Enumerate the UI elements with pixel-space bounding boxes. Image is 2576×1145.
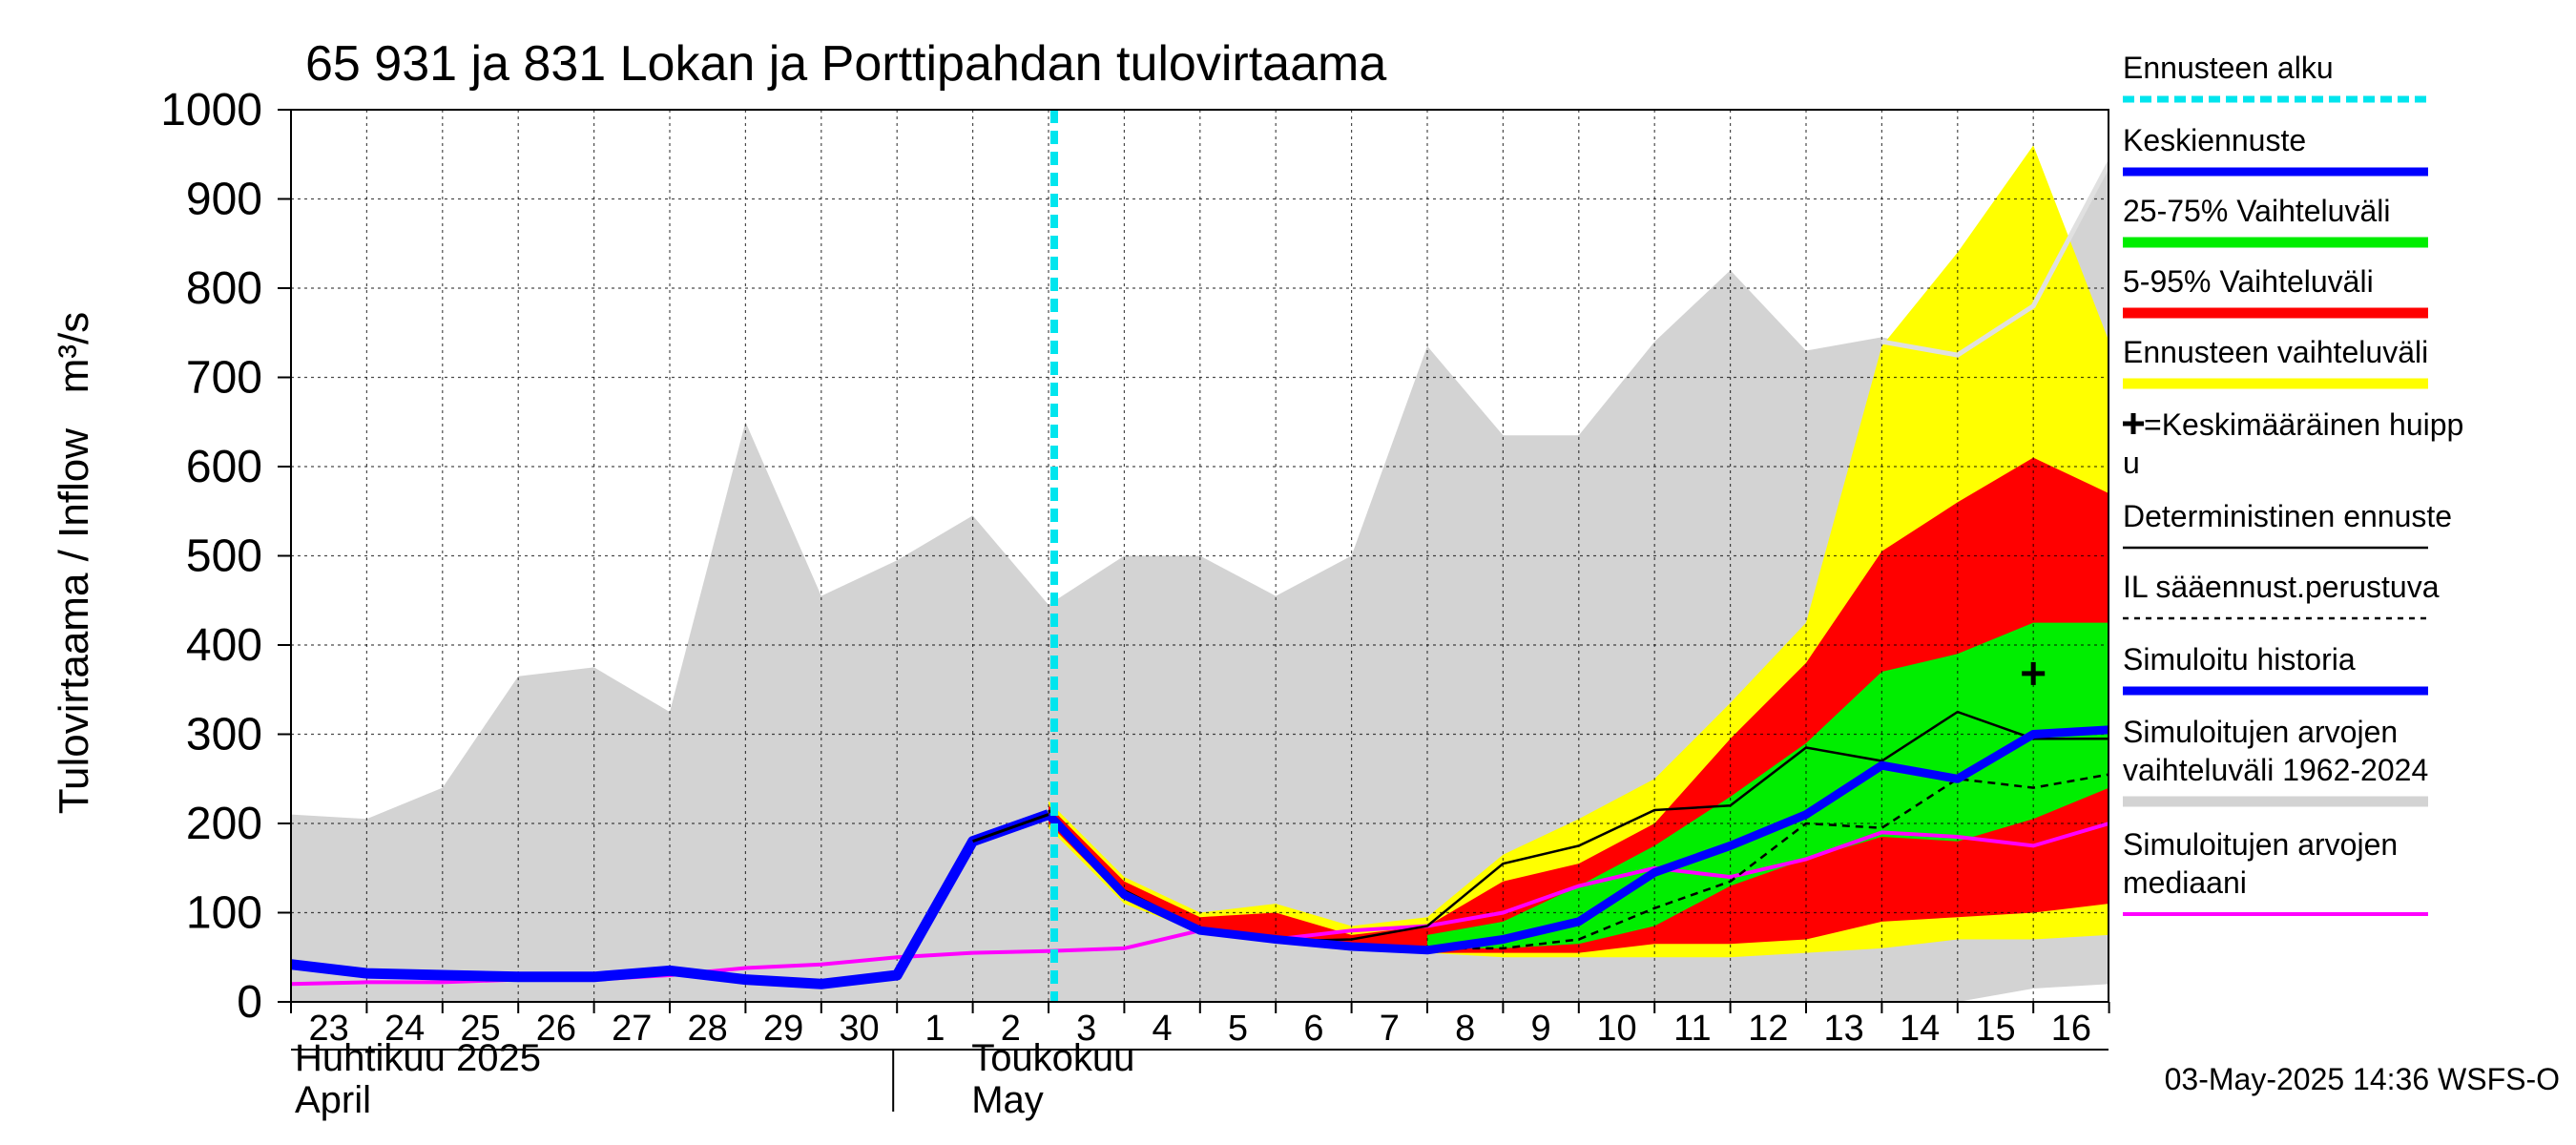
line-history-edge [972, 813, 1049, 843]
x-axis: 23 24 25 26 27 28 29 30 1 2 3 4 5 6 7 8 9 10 11 12 13 14 15 16H… [290, 1002, 2110, 1121]
legend-label-cont: u [2123, 446, 2140, 480]
x-tick-label: 3 [1076, 1009, 1096, 1049]
band-25-75 [1427, 622, 2109, 948]
y-tick-label: 500 [186, 531, 262, 582]
line-mean-forecast [1045, 725, 2109, 955]
legend-label: IL sääennust.perustuva [2123, 570, 2440, 604]
month-label: Toukokuu [971, 1037, 1134, 1079]
legend-label: Simuloitujen arvojen [2123, 715, 2398, 749]
line-simulated-history [291, 809, 1050, 989]
grid [291, 110, 2109, 1002]
x-tick-label: 10 [1596, 1009, 1636, 1049]
x-tick-label: 14 [1900, 1009, 1940, 1049]
x-tick-label: 11 [1673, 1009, 1711, 1049]
legend: Ennusteen alku Keskiennuste 25-75% Vaihtel… [2123, 51, 2463, 916]
x-tick-label: 23 [309, 1009, 349, 1049]
month-label-en: May [971, 1079, 1044, 1121]
x-tick-label: 8 [1455, 1009, 1475, 1049]
legend-label: Deterministinen ennuste [2123, 499, 2452, 533]
x-tick-label: 29 [763, 1009, 803, 1049]
x-tick-label: 25 [460, 1009, 500, 1049]
legend-label: Simuloitu historia [2123, 642, 2356, 677]
legend-label-cont: vaihteluväli 1962-2024 [2123, 753, 2428, 787]
y-tick-label: 1000 [160, 85, 262, 135]
x-tick-label: 1 [924, 1009, 945, 1049]
y-axis-label: Tulovirtaama / Inflow m³/s [51, 312, 97, 815]
chart-title: 65 931 ja 831 Lokan ja Porttipahdan tulo… [305, 36, 1386, 92]
y-tick-label: 800 [186, 263, 262, 314]
x-tick-label: 4 [1153, 1009, 1173, 1049]
legend-label: Ennusteen vaihteluväli [2123, 335, 2428, 369]
y-tick-label: 400 [186, 620, 262, 671]
legend-label: Ennusteen alku [2123, 51, 2334, 85]
footer-timestamp: 03-May-2025 14:36 WSFS-O [2165, 1062, 2560, 1096]
x-tick-label: 16 [2051, 1009, 2091, 1049]
x-tick-label: 5 [1228, 1009, 1248, 1049]
x-tick-label: 12 [1748, 1009, 1788, 1049]
x-tick-label: 7 [1380, 1009, 1400, 1049]
legend-label-cont: mediaani [2123, 865, 2247, 900]
y-tick-label: 0 [237, 977, 262, 1028]
y-tick-label: 600 [186, 442, 262, 492]
y-tick-label: 200 [186, 799, 262, 849]
x-tick-label: 28 [688, 1009, 728, 1049]
y-tick-label: 900 [186, 175, 262, 225]
line-history-upper [1880, 161, 2109, 358]
x-tick-label: 26 [536, 1009, 576, 1049]
x-tick-label: 6 [1303, 1009, 1323, 1049]
legend-label: 5-95% Vaihteluväli [2123, 264, 2374, 299]
x-tick-label: 30 [839, 1009, 879, 1049]
y-tick-label: 100 [186, 888, 262, 939]
x-tick-label: 9 [1531, 1009, 1551, 1049]
legend-label: 25-75% Vaihteluväli [2123, 194, 2390, 228]
x-tick-label: 15 [1975, 1009, 2015, 1049]
legend-label: =Keskimääräinen huipp [2144, 407, 2463, 442]
x-tick-label: 2 [1001, 1009, 1021, 1049]
x-tick-label: 13 [1824, 1009, 1864, 1049]
month-label: Huhtikuu 2025 [295, 1037, 541, 1079]
y-tick-label: 700 [186, 353, 262, 404]
legend-label: Keskiennuste [2123, 123, 2306, 157]
y-tick-label: 300 [186, 710, 262, 760]
legend-label: Simuloitujen arvojen [2123, 827, 2398, 862]
y-axis: 0 100 200 300 400 500 600 700 800 900 1000 [160, 85, 291, 1028]
month-label-en: April [295, 1079, 371, 1121]
x-tick-label: 24 [384, 1009, 425, 1049]
series-lines [291, 110, 2109, 1002]
x-tick-label: 27 [612, 1009, 652, 1049]
